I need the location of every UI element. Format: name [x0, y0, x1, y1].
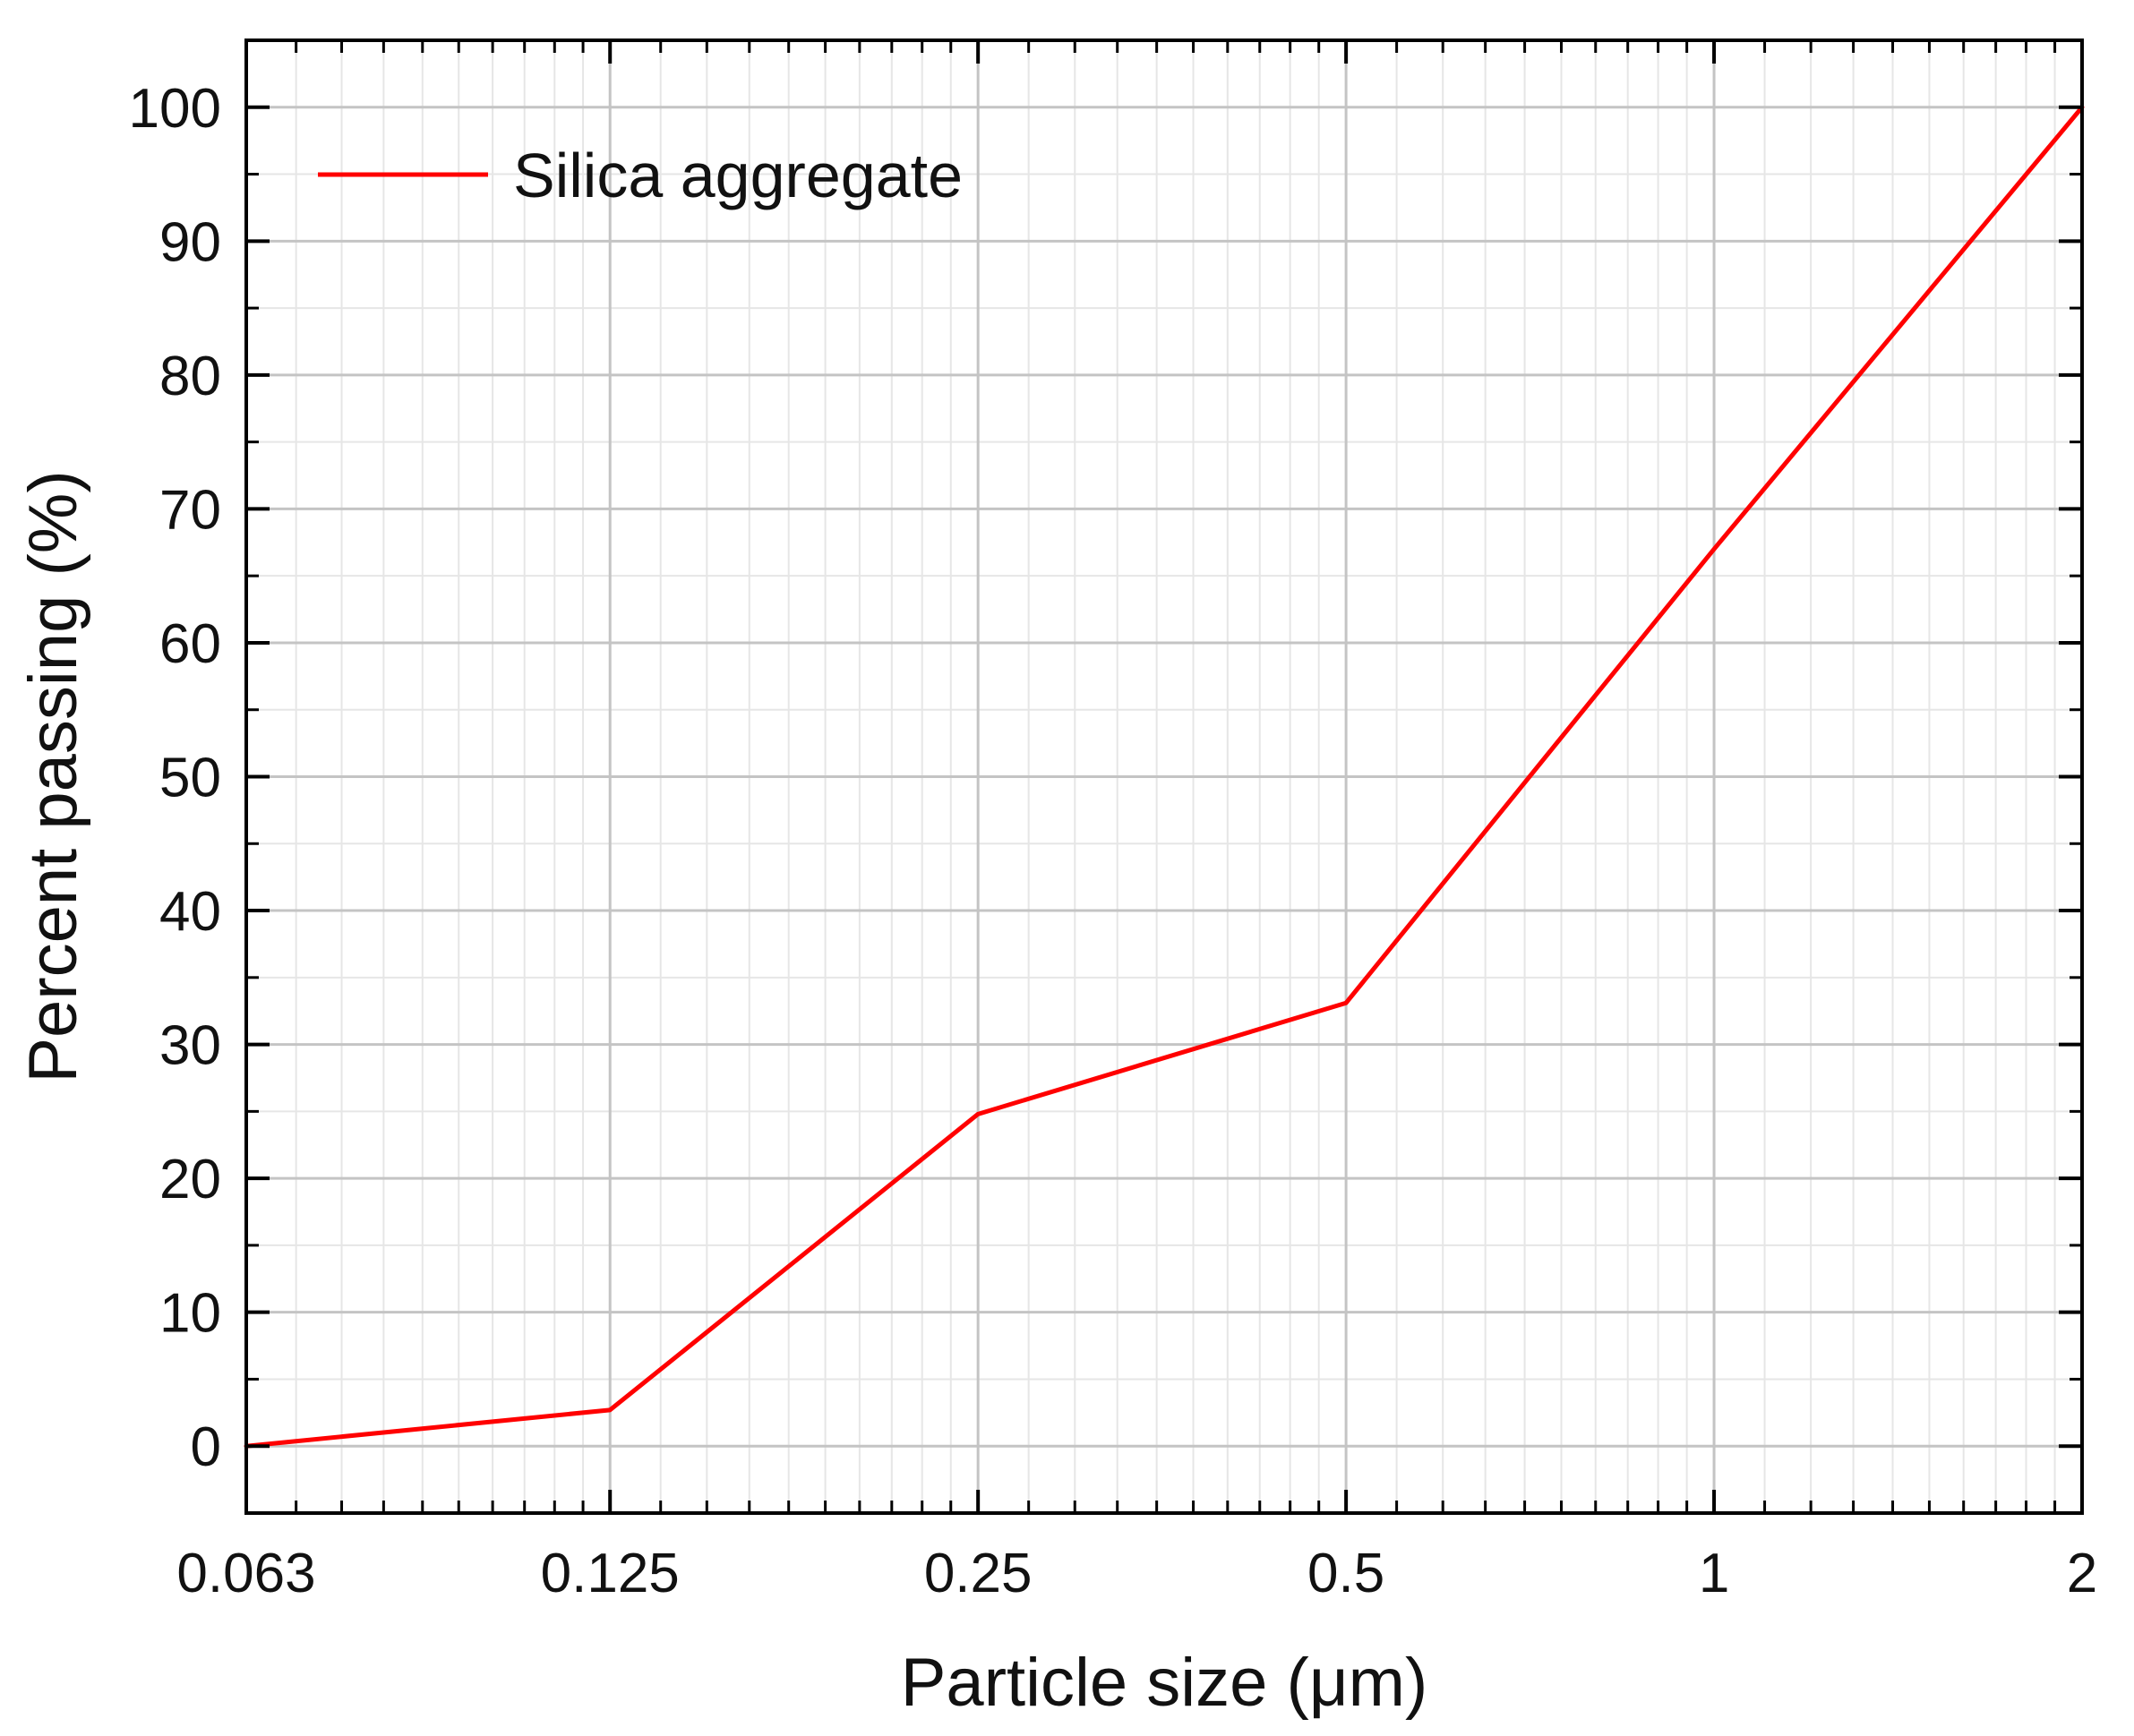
x-tick-label: 0.063	[176, 1543, 315, 1604]
y-tick-labels: 0 10 20 30 40 50 60 70 80 90 100	[129, 78, 221, 1478]
legend-label: Silica aggregate	[513, 141, 963, 210]
y-tick-label: 100	[129, 78, 221, 140]
major-grid	[244, 40, 2084, 1513]
x-tick-label: 0.25	[924, 1543, 1033, 1604]
y-tick-label: 50	[159, 748, 221, 809]
series-layer	[244, 105, 2085, 1449]
y-tick-label: 60	[159, 613, 221, 675]
x-tick-label: 1	[1699, 1543, 1729, 1604]
axis-ticks	[244, 38, 2084, 1515]
y-tick-label: 20	[159, 1149, 221, 1210]
x-tick-labels: 0.063 0.125 0.25 0.5 1 2	[176, 1543, 2097, 1604]
y-tick-label: 40	[159, 881, 221, 943]
y-tick-label: 10	[159, 1283, 221, 1345]
y-tick-label: 30	[159, 1015, 221, 1077]
x-tick-label: 0.5	[1307, 1543, 1384, 1604]
y-axis-title: Percent passing (%)	[15, 470, 91, 1082]
y-tick-label: 80	[159, 346, 221, 407]
y-tick-label: 90	[159, 211, 221, 273]
x-tick-label: 2	[2067, 1543, 2097, 1604]
series-line	[244, 105, 2085, 1449]
legend: Silica aggregate	[318, 141, 963, 210]
x-axis-title: Particle size (μm)	[901, 1645, 1428, 1721]
y-tick-label: 0	[191, 1416, 221, 1478]
y-tick-label: 70	[159, 479, 221, 541]
x-tick-label: 0.125	[541, 1543, 680, 1604]
